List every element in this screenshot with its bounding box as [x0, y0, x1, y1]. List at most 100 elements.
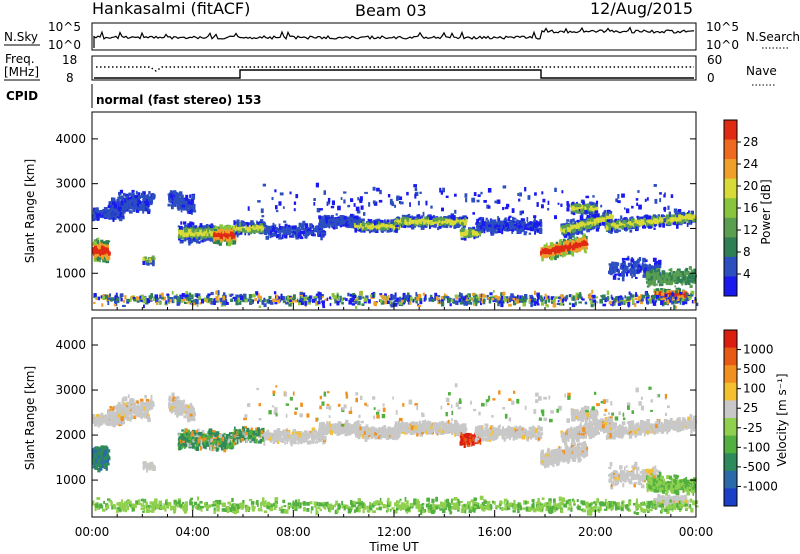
range-gate-cell: [189, 221, 193, 226]
range-gate-cell: [393, 229, 396, 233]
range-gate-cell: [307, 231, 311, 236]
range-gate-cell: [189, 194, 192, 198]
range-gate-cell: [556, 250, 559, 253]
range-gate-cell: [109, 207, 113, 211]
range-gate-cell: [461, 229, 464, 233]
range-gate-cell: [547, 250, 551, 254]
range-gate-cell: [264, 228, 269, 233]
range-gate-cell: [182, 207, 186, 211]
range-gate-cell: [670, 217, 674, 223]
range-gate-cell: [131, 189, 135, 193]
range-gate-cell: [505, 228, 510, 232]
range-gate-cell: [578, 243, 582, 248]
range-gate-cell: [389, 228, 392, 231]
range-gate-cell: [263, 222, 267, 226]
range-gate-cell: [584, 210, 588, 214]
range-gate-cell: [688, 219, 691, 225]
range-gate-cell: [226, 234, 229, 237]
range-gate-cell: [97, 237, 100, 243]
cpid-text: normal (fast stereo) 153: [96, 93, 262, 107]
range-gate-cell: [654, 218, 657, 223]
range-gate-cell: [178, 238, 181, 241]
range-gate-cell: [404, 221, 407, 225]
range-gate-cell: [475, 222, 478, 226]
range-gate-cell: [439, 218, 442, 221]
range-gate-cell: [220, 239, 223, 243]
range-gate-cell: [199, 234, 203, 240]
range-gate-cell: [594, 207, 598, 210]
range-gate-cell: [149, 203, 152, 206]
range-gate-cell: [361, 218, 365, 222]
range-gate-cell: [128, 210, 133, 214]
range-gate-cell: [617, 229, 621, 232]
range-gate-cell: [623, 223, 626, 229]
range-gate-cell: [103, 207, 108, 210]
range-gate-cell: [122, 210, 126, 214]
range-gate-cell: [269, 230, 272, 235]
range-gate-cell: [196, 235, 198, 240]
range-gate-cell: [142, 199, 144, 203]
range-gate-cell: [509, 222, 512, 227]
range-gate-cell: [210, 232, 212, 237]
range-gate-cell: [215, 239, 218, 242]
range-gate-cell: [523, 231, 527, 236]
range-gate-cell: [182, 221, 187, 225]
range-gate-cell: [118, 191, 122, 196]
range-gate-cell: [138, 207, 141, 210]
range-gate-cell: [277, 229, 281, 233]
range-gate-cell: [178, 202, 182, 207]
range-gate-cell: [125, 202, 129, 207]
range-gate-cell: [471, 230, 475, 234]
range-gate-cell: [201, 228, 203, 233]
freq-tick-bottom: 8: [66, 71, 74, 85]
range-gate-cell: [180, 208, 183, 213]
range-gate-cell: [185, 194, 189, 199]
range-gate-cell: [106, 240, 111, 243]
range-gate-cell: [401, 218, 405, 223]
range-gate-cell: [635, 224, 639, 228]
range-gate-cell: [656, 268, 658, 271]
range-gate-cell: [318, 224, 323, 229]
range-gate-cell: [602, 212, 605, 217]
range-gate-cell: [263, 225, 268, 228]
range-gate-cell: [111, 205, 113, 208]
range-gate-cell: [397, 221, 400, 225]
range-gate-cell: [209, 236, 213, 242]
range-gate-cell: [147, 260, 150, 263]
range-gate-cell: [242, 223, 246, 227]
range-gate-cell: [576, 225, 580, 229]
range-gate-cell: [202, 235, 205, 238]
range-gate-cell: [560, 249, 563, 253]
range-gate-cell: [93, 242, 97, 245]
range-gate-cell: [104, 209, 107, 213]
range-gate-cell: [487, 224, 492, 228]
range-gate-cell: [349, 218, 351, 223]
range-gate-cell: [219, 224, 223, 229]
range-gate-cell: [204, 231, 207, 235]
range-gate-cell: [474, 228, 478, 231]
range-gate-cell: [417, 214, 421, 218]
range-gate-cell: [106, 256, 110, 260]
range-gate-cell: [144, 201, 148, 204]
range-gate-cell: [521, 218, 525, 224]
range-gate-cell: [338, 221, 342, 226]
range-gate-cell: [621, 272, 626, 277]
range-gate-cell: [621, 257, 625, 261]
range-gate-cell: [177, 225, 180, 228]
range-gate-cell: [113, 208, 116, 214]
range-gate-cell: [373, 228, 376, 233]
range-gate-cell: [622, 268, 625, 272]
range-gate-cell: [93, 209, 95, 214]
range-gate-cell: [565, 223, 569, 228]
range-gate-cell: [186, 205, 189, 208]
range-gate-cell: [617, 222, 619, 228]
range-gate-cell: [541, 248, 544, 253]
range-gate-cell: [609, 230, 613, 234]
range-gate-cell: [227, 230, 230, 234]
range-gate-cell: [572, 245, 574, 251]
range-gate-cell: [538, 227, 543, 232]
range-gate-cell: [655, 215, 657, 219]
range-gate-cell: [576, 250, 579, 254]
range-gate-cell: [422, 219, 425, 224]
range-gate-cell: [98, 241, 102, 246]
